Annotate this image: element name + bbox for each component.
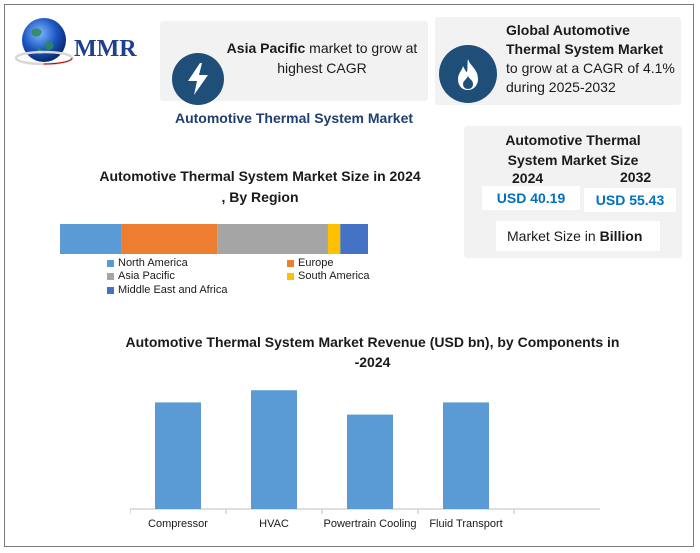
- region-stacked-bar-chart: [60, 224, 368, 254]
- component-bar-chart: Compressor HVAC Powertrain Cooling Fluid Tr…: [130, 390, 600, 530]
- asia-pacific-text: Asia Pacific market to grow at highest C…: [222, 38, 422, 78]
- lightning-bolt-icon: [172, 53, 224, 105]
- legend-swatch: [287, 272, 294, 280]
- legend-label: South America: [298, 270, 370, 282]
- x-tick-label-powertrain-cooling: Powertrain Cooling: [324, 518, 417, 530]
- x-tick-label-compressor: Compressor: [148, 518, 208, 530]
- market-size-card: Automotive Thermal System Market Size 20…: [464, 126, 682, 258]
- region-chart-title: Automotive Thermal System Market Size in…: [80, 166, 440, 208]
- legend-label: Middle East and Africa: [118, 284, 228, 296]
- size-value-2032: USD 55.43: [584, 188, 676, 212]
- component-title-line1: Automotive Thermal System Market Revenue…: [125, 334, 620, 350]
- asia-pacific-rest2: highest CAGR: [277, 60, 367, 76]
- size-year-2032: 2032: [620, 169, 652, 185]
- legend-label: Asia Pacific: [118, 270, 175, 282]
- region-segment-north-america: [60, 224, 122, 254]
- legend-item-middle-east-and-africa: Middle East and Africa: [107, 284, 227, 296]
- cagr-line3: to grow at a CAGR of 4.1%: [506, 60, 675, 76]
- region-segment-south-america: [327, 224, 341, 254]
- asia-pacific-bold: Asia Pacific: [226, 40, 306, 56]
- size-title-line2: System Market Size: [507, 152, 639, 168]
- x-tick-label-hvac: HVAC: [259, 518, 289, 530]
- size-year-2024: 2024: [512, 170, 544, 186]
- asia-pacific-rest1: market to grow at: [305, 40, 418, 56]
- mmr-logo: MMR: [14, 14, 144, 70]
- asia-pacific-card: Asia Pacific market to grow at highest C…: [160, 21, 428, 105]
- legend-item-south-america: South America: [287, 270, 370, 282]
- cagr-line1: Global Automotive: [506, 22, 630, 38]
- size-value-2024: USD 40.19: [482, 186, 580, 210]
- cagr-card: Global Automotive Thermal System Market …: [435, 17, 681, 105]
- size-unit-prefix: Market Size in: [507, 228, 600, 244]
- cagr-line2: Thermal System Market: [506, 41, 664, 57]
- cagr-line4: during 2025-2032: [506, 79, 616, 95]
- legend-item-asia-pacific: Asia Pacific: [107, 270, 175, 282]
- region-title-line2: , By Region: [221, 189, 299, 205]
- legend-swatch: [107, 259, 114, 267]
- bar-hvac: [251, 390, 297, 509]
- market-subtitle: Automotive Thermal System Market: [174, 110, 414, 126]
- cagr-text: Global Automotive Thermal System Market …: [506, 21, 681, 97]
- component-chart-title: Automotive Thermal System Market Revenue…: [110, 332, 635, 372]
- legend-swatch: [107, 286, 114, 294]
- brand-name: MMR: [74, 36, 137, 62]
- region-segment-middle-east-and-africa: [340, 224, 368, 254]
- legend-label: North America: [118, 257, 188, 269]
- legend-swatch: [107, 272, 114, 280]
- bar-powertrain-cooling: [347, 414, 393, 509]
- legend-item-north-america: North America: [107, 257, 188, 269]
- bar-fluid-transport: [443, 402, 489, 509]
- size-unit-bold: Billion: [599, 228, 643, 244]
- legend-swatch: [287, 259, 294, 267]
- region-title-line1: Automotive Thermal System Market Size in…: [99, 168, 421, 184]
- x-tick-label-fluid-transport: Fluid Transport: [429, 518, 502, 530]
- size-title: Automotive Thermal System Market Size: [464, 130, 682, 170]
- legend-label: Europe: [298, 257, 334, 269]
- bar-compressor: [155, 402, 201, 509]
- flame-icon: [439, 45, 497, 103]
- size-title-line1: Automotive Thermal: [505, 132, 641, 148]
- component-title-line2: -2024: [354, 354, 391, 370]
- legend-item-europe: Europe: [287, 257, 333, 269]
- size-unit-box: Market Size in Billion: [496, 221, 660, 251]
- region-segment-asia-pacific: [217, 224, 328, 254]
- region-segment-europe: [121, 224, 218, 254]
- globe-icon: [14, 18, 74, 66]
